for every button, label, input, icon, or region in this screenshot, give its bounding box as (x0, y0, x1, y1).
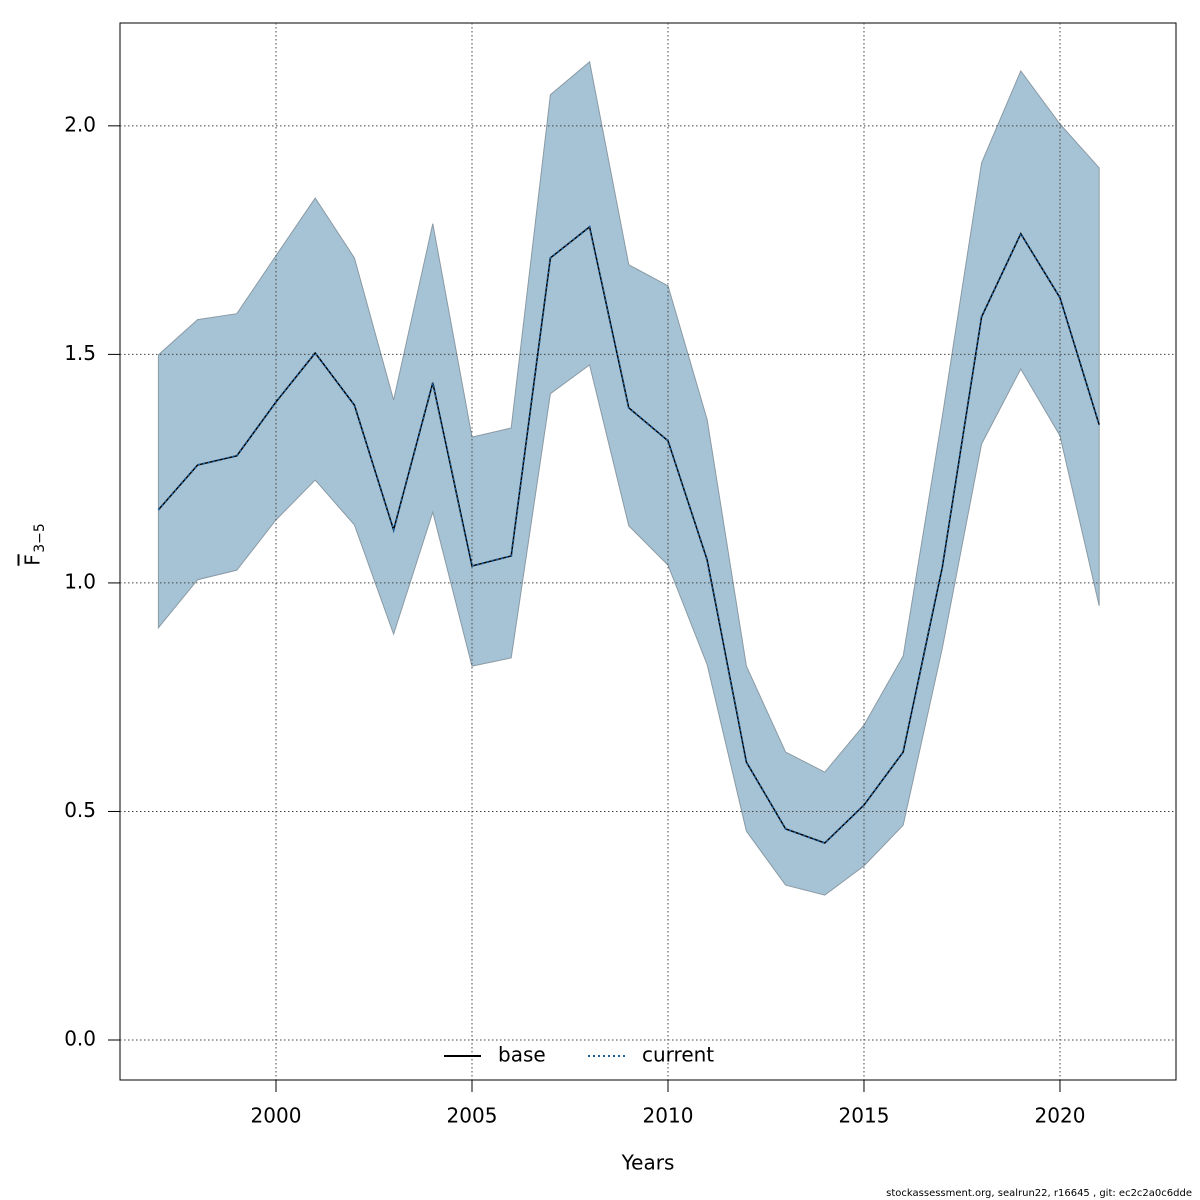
x-tick-label: 2005 (447, 1104, 498, 1128)
y-axis-label-sub: 3−5 (32, 523, 48, 553)
confidence-band (157, 60, 1100, 896)
x-tick-label: 2015 (839, 1104, 890, 1128)
y-tick-label: 1.0 (64, 569, 96, 593)
y-tick-label: 0.0 (64, 1027, 96, 1051)
x-tick-label: 2020 (1035, 1104, 1086, 1128)
x-tick-label: 2010 (643, 1104, 694, 1128)
y-tick-label: 0.5 (64, 798, 96, 822)
series-line (157, 225, 1101, 845)
legend-label: current (642, 1043, 714, 1067)
y-axis-label-group: F 3−5 (21, 523, 49, 566)
y-tick-label: 2.0 (64, 112, 96, 136)
footer: stockassessment.org, sealrun22, r16645 ,… (886, 1188, 1192, 1199)
legend-label: base (498, 1043, 546, 1067)
y-tick-label: 1.5 (64, 341, 96, 365)
x-axis-label: Years (621, 1151, 675, 1175)
y-axis-label: F (21, 554, 45, 566)
x-tick-label: 2000 (251, 1104, 302, 1128)
plot-frame (119, 22, 1177, 1081)
